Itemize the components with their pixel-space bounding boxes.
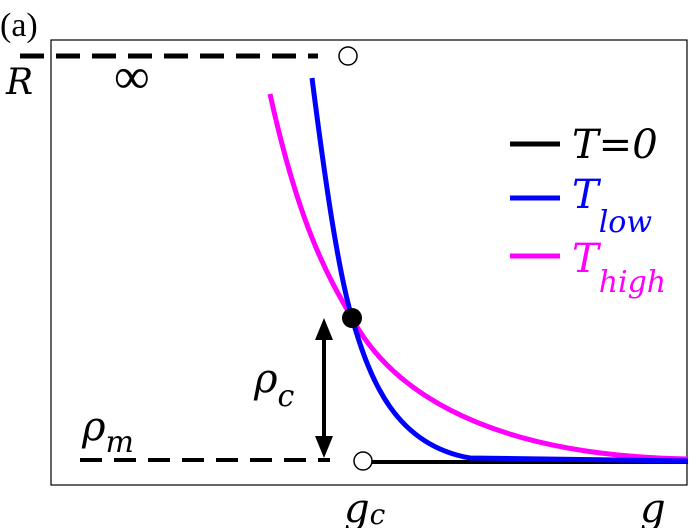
rho-m-sub: m (106, 425, 134, 460)
plot-frame (50, 39, 688, 486)
y-axis-label: R (5, 62, 33, 103)
t-high-curve (267, 93, 689, 462)
rho-c-arrowhead-up (315, 318, 333, 340)
rho-c-sub: c (278, 379, 295, 414)
critical-point-label: gc (344, 486, 386, 528)
open-circle-top (338, 46, 358, 66)
critical-point-dot (342, 308, 362, 328)
legend-high-label: Thigh (572, 236, 666, 300)
x-axis-label: g (640, 486, 666, 528)
rho-m-label: ρm (81, 404, 134, 460)
infinity-label: ∞ (114, 48, 150, 104)
legend-low-label: Tlow (572, 172, 652, 240)
legend-zero-label: T=0 (572, 122, 658, 168)
rho-m-base: ρ (81, 404, 106, 450)
panel-label: (a) (0, 7, 38, 44)
gc-base: g (344, 486, 370, 528)
legend: T=0 Tlow Thigh (510, 122, 666, 300)
rho-c-label: ρc (253, 356, 295, 414)
legend-high-sub: high (599, 265, 666, 300)
legend-low-base: T (572, 172, 602, 218)
gc-sub: c (370, 498, 386, 528)
rho-c-base: ρ (253, 356, 278, 402)
rho-c-arrowhead-down (315, 436, 333, 458)
legend-high-base: T (572, 236, 602, 282)
open-circle-bottom (353, 451, 373, 471)
legend-low-sub: low (599, 205, 653, 240)
